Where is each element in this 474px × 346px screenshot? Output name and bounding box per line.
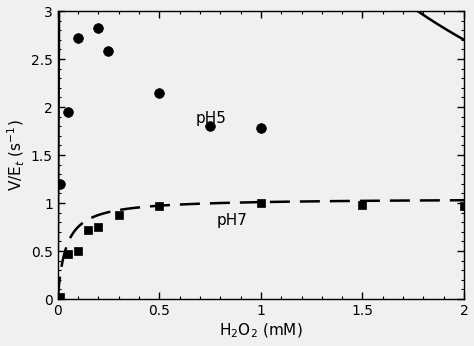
Text: pH7: pH7 (216, 213, 247, 228)
X-axis label: H$_2$O$_2$ (mM): H$_2$O$_2$ (mM) (219, 322, 303, 340)
Text: pH5: pH5 (196, 111, 227, 126)
Y-axis label: V/E$_t$ (s$^{-1}$): V/E$_t$ (s$^{-1}$) (6, 119, 27, 191)
